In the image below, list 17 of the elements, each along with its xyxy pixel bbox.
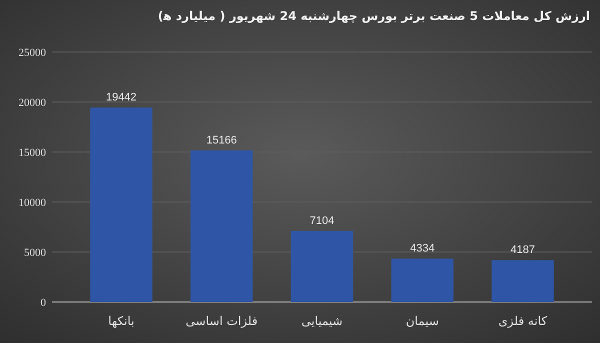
y-tick-label: 25000 xyxy=(18,47,46,59)
data-label: 4334 xyxy=(410,242,435,255)
chart-title: ارزش کل معاملات 5 صنعت برتر بورس چهارشنبه 24 شهریور ( میلیارد ه‍) xyxy=(158,9,590,23)
y-tick-label: 15000 xyxy=(18,147,46,159)
y-tick-label: 5000 xyxy=(24,247,46,259)
x-tick-label: بانکها xyxy=(108,314,134,328)
y-tick-label: 20000 xyxy=(18,97,46,109)
data-label: 15166 xyxy=(206,134,237,146)
y-tick-label: 10000 xyxy=(18,197,46,209)
data-label: 7104 xyxy=(310,214,334,227)
data-label: 4187 xyxy=(510,244,535,256)
x-tick-label: کانه فلزی xyxy=(498,314,548,328)
x-tick-label: فلزات اساسی xyxy=(186,314,258,328)
x-tick-label: شیمیایی xyxy=(301,314,343,328)
y-tick-label: 0 xyxy=(40,297,46,309)
x-tick-label: سیمان xyxy=(406,314,439,328)
data-label: 19442 xyxy=(106,92,137,104)
